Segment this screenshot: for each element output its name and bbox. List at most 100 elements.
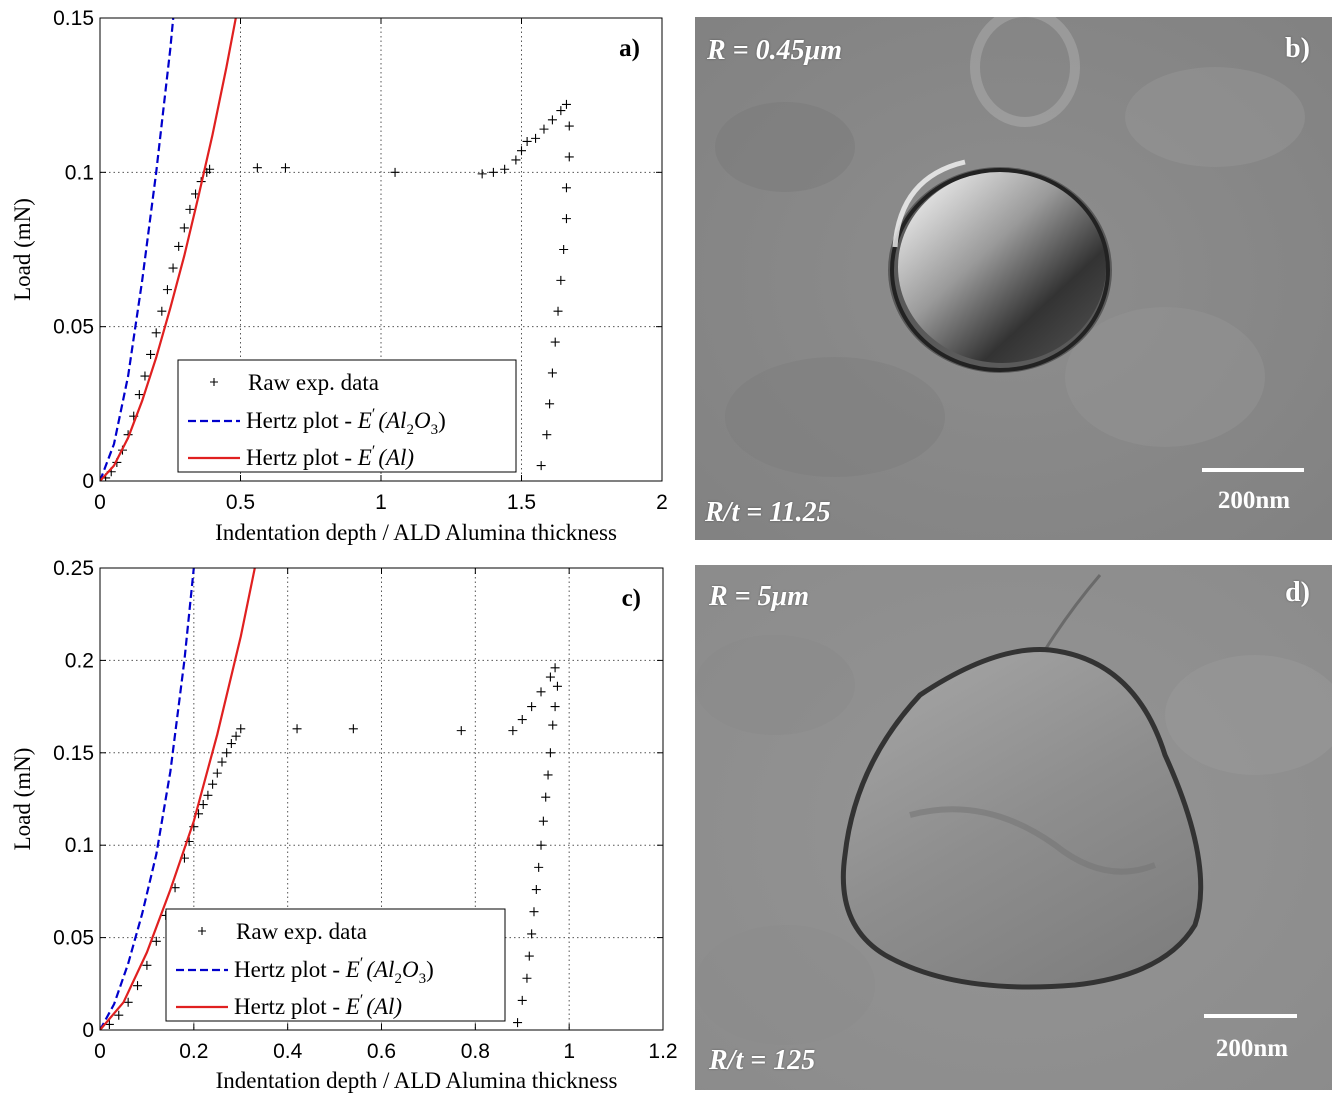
legend: Raw exp. data Hertz plot - E′ (Al2O3) Hertz… [165,908,506,1022]
hertz-al2o3-curve [100,18,175,481]
legend-label-al: Hertz plot - E′ (Al) [246,443,414,470]
raw-data-point [292,724,302,734]
raw-data-point [556,275,566,285]
raw-data-point [174,241,184,251]
raw-data-point [134,390,144,400]
raw-data-point [500,164,510,174]
raw-data-point [550,702,560,712]
raw-data-point [212,768,222,778]
raw-data-point [140,371,150,381]
raw-data-point [522,136,532,146]
raw-data-point [524,951,534,961]
raw-data-point [522,973,532,983]
scale-label-d: 200nm [1215,1035,1289,1062]
legend-label-al2o3: Hertz plot - E′ (Al2O3) [246,406,446,438]
y-tick-label: 0.1 [65,834,94,857]
raw-data-point [517,715,527,725]
y-tick-label: 0.05 [53,316,94,339]
raw-data-point [561,214,571,224]
legend-marker-raw [198,927,206,935]
y-tick-label: 0 [82,1019,94,1042]
panel-label-a: a) [619,35,640,62]
raw-data-point [545,399,555,409]
raw-data-point [542,430,552,440]
raw-data-point [561,99,571,109]
x-tick-label: 0.2 [179,1040,208,1063]
x-tick-label: 0.4 [273,1040,303,1063]
raw-data-point [550,337,560,347]
raw-data-point [548,720,558,730]
x-tick-label: 0.5 [226,491,255,514]
raw-data-point [513,1018,523,1028]
y-tick-label: 0 [82,470,94,493]
raw-data-point [222,748,232,758]
legend-label-raw: Raw exp. data [248,370,379,395]
axes-box [99,17,663,482]
scale-label-b: 200nm [1217,487,1291,514]
legend-marker-raw [210,378,218,386]
y-axis-label: Load (mN) [10,198,35,301]
series-group [100,568,562,1030]
raw-data-point [252,163,262,173]
raw-data-point [151,936,161,946]
hertz-al-curve [100,18,237,481]
legend-box [165,908,506,1022]
y-tick-label: 0.25 [53,557,94,580]
raw-data-point [217,757,227,767]
raw-data-point [208,779,218,789]
scale-bar-d [1204,1014,1297,1018]
x-tick-label: 0.8 [461,1040,490,1063]
raw-data-point [545,672,555,682]
raw-data-point [203,790,213,800]
x-tick-label: 1.2 [648,1040,677,1063]
raw-data-point [185,204,195,214]
scale-bar-b [1202,468,1304,472]
raw-data-point [123,997,133,1007]
chart-panel-c: 0 0.2 0.4 0.6 0.8 1 1.2 0 0.05 0.1 0.15 0.2 0.25 Inde… [10,557,678,1093]
raw-data-point [547,368,557,378]
y-tick-label: 0.2 [65,649,94,672]
x-tick-label: 0 [94,491,106,514]
legend-box [177,359,517,473]
radius-label-d: R = 5μm [709,581,809,612]
raw-data-point [561,183,571,193]
panel-label-d: d) [1285,577,1310,608]
raw-data-point [157,306,167,316]
raw-data-point [529,907,539,917]
y-tick-label: 0.15 [53,7,94,30]
micrograph-b-image [695,17,1332,540]
raw-data-point [552,681,562,691]
raw-data-point [517,995,527,1005]
y-tick-label: 0.15 [53,742,94,765]
raw-data-point [151,328,161,338]
axes-box [99,567,664,1031]
x-axis-label: Indentation depth / ALD Alumina thicknes… [216,1068,618,1093]
raw-data-point [536,687,546,697]
raw-data-point [280,163,290,173]
raw-data-point [488,167,498,177]
raw-data-point [179,223,189,233]
raw-data-point [456,726,466,736]
raw-data-point [517,146,526,156]
raw-data-point [104,1019,114,1029]
raw-data-point [536,461,546,471]
raw-data-point [511,155,521,165]
raw-data-point [564,152,574,162]
radius-label-b: R = 0.45μm [707,35,842,66]
x-tick-label: 1.5 [507,491,536,514]
legend: Raw exp. data Hertz plot - E′ (Al2O3) Hertz… [177,359,517,473]
raw-data-point [236,724,246,734]
raw-data-point [531,133,541,143]
x-tick-label: 0 [94,1040,106,1063]
ratio-label-b: R/t = 11.25 [705,497,831,528]
raw-data-point [162,285,172,295]
raw-data-point [534,862,544,872]
raw-data-point [556,106,566,116]
y-tick-label: 0.1 [65,161,94,184]
ratio-label-d: R/t = 125 [709,1045,816,1076]
chart-panel-a: 0 0.5 1 1.5 2 0 0.05 0.1 0.15 Indentation depth /… [10,7,668,545]
raw-data-point [231,731,241,741]
raw-data-point [564,121,574,131]
raw-data-point [146,349,156,359]
panel-label-c: c) [622,585,641,612]
